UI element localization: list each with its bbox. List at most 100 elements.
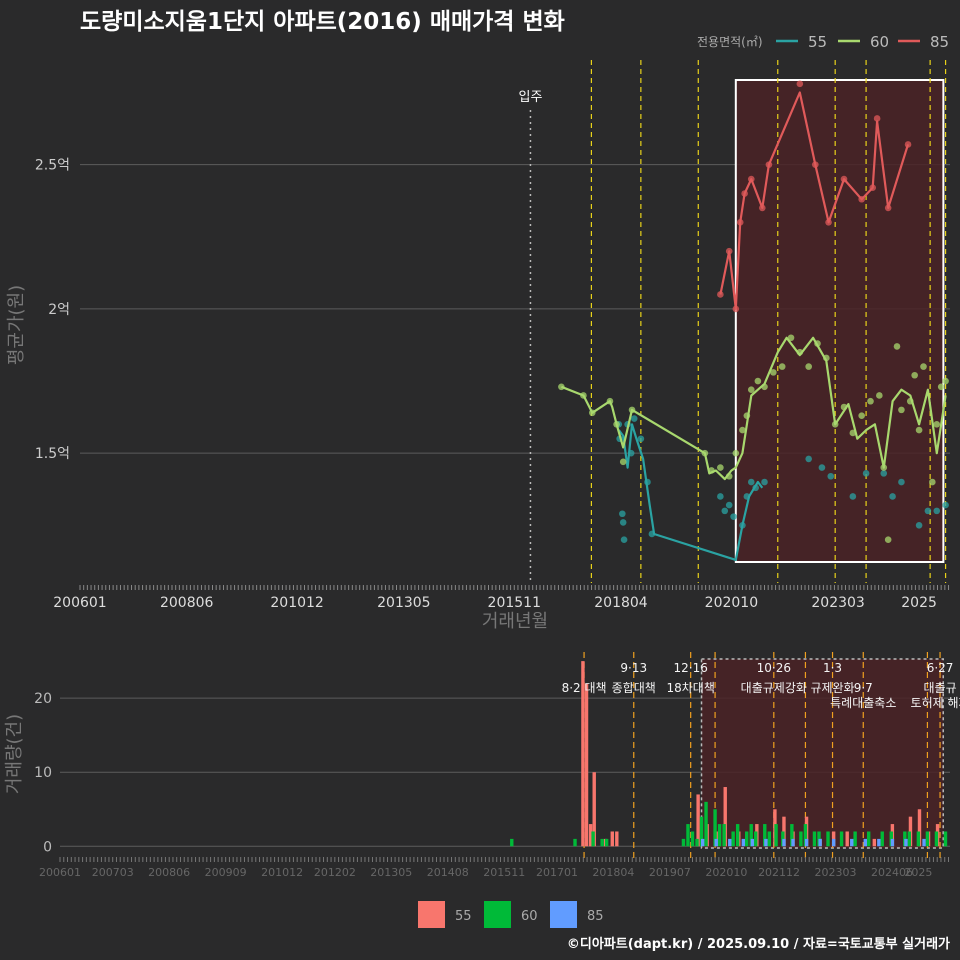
volume-bar-55 (615, 831, 619, 847)
price-point-55 (880, 470, 888, 477)
volume-bar-85 (904, 838, 908, 847)
volume-bar-60 (749, 824, 753, 847)
volume-bar-55 (610, 831, 614, 847)
volume-bar-60 (745, 831, 749, 847)
volume-x-tick-label: 202010 (705, 866, 747, 879)
volume-bar-60 (695, 838, 699, 847)
volume-bar-60 (934, 831, 939, 847)
price-point-60 (876, 392, 883, 399)
volume-bar-85 (863, 838, 868, 847)
volume-bar-55 (584, 683, 589, 847)
volume-x-tick-label: 200601 (39, 866, 81, 879)
volume-bar-55 (588, 824, 593, 847)
price-x-tick-label: 200601 (53, 595, 106, 611)
volume-bar-85 (741, 838, 746, 847)
price-line-60 (560, 336, 947, 481)
volume-bar-55 (917, 809, 922, 847)
price-point-55 (889, 493, 896, 500)
volume-y-tick-label: 0 (43, 839, 52, 855)
policy-annotation: 12·16 (674, 661, 708, 675)
volume-bar-85 (782, 838, 786, 847)
volume-bar-60 (925, 831, 930, 847)
bar-legend-label-55: 55 (455, 909, 472, 924)
bar-legend-swatch-85 (550, 901, 577, 928)
price-x-tick-label: 201804 (594, 595, 648, 611)
policy-annotation: 9·7 (854, 681, 873, 695)
volume-bar-60 (907, 831, 912, 847)
volume-bar-60 (735, 824, 740, 847)
volume-bar-85 (750, 838, 755, 847)
volume-x-tick-label: 201408 (427, 866, 469, 879)
volume-bar-85 (764, 838, 768, 847)
price-point-60 (619, 458, 627, 466)
volume-bar-60 (681, 838, 686, 847)
volume-y-tick-label: 10 (34, 765, 52, 781)
bar-legend-swatch-55 (418, 901, 445, 928)
volume-x-tick-label: 200909 (205, 866, 247, 879)
price-point-60 (787, 334, 795, 342)
legend-label-55: 55 (808, 33, 827, 51)
volume-bar-55 (872, 838, 877, 847)
volume-x-tick-label: 201511 (483, 866, 525, 879)
bar-legend-label-60: 60 (521, 909, 538, 924)
volume-bar-60 (826, 831, 830, 847)
policy-annotation: 토허제 해제 (911, 696, 960, 710)
price-x-tick-label: 202303 (811, 595, 864, 611)
chart-title: 도량미소지움1단지 아파트(2016) 매매가격 변화 (80, 9, 565, 35)
price-point-60 (778, 363, 786, 370)
price-point-55 (942, 501, 949, 509)
volume-highlight-region (700, 658, 944, 849)
price-x-tick-label: 201305 (377, 595, 430, 611)
policy-annotation: 10·26 (757, 661, 791, 675)
volume-bar-55 (592, 772, 596, 847)
policy-annotation: 1·3 (823, 661, 842, 675)
price-point-60 (937, 383, 945, 391)
volume-bar-60 (699, 816, 704, 847)
price-point-60 (933, 421, 941, 428)
volume-bar-55 (723, 787, 727, 847)
volume-x-tick-label: 2025 (904, 866, 932, 879)
volume-bar-60 (754, 831, 758, 847)
price-line-85 (719, 91, 910, 310)
price-x-axis-label: 거래년월 (482, 611, 548, 632)
volume-x-tick-label: 200703 (92, 866, 134, 879)
price-point-55 (721, 507, 729, 515)
price-point-60 (915, 426, 923, 434)
volume-x-tick-label: 202406 (871, 866, 913, 879)
volume-bar-85 (877, 838, 881, 847)
volume-bar-60 (510, 838, 514, 847)
highlight-region (734, 79, 945, 563)
volume-bar-60 (686, 824, 690, 847)
volume-bar-60 (943, 831, 948, 847)
price-point-60 (929, 478, 936, 486)
volume-bar-60 (717, 824, 722, 847)
volume-bar-85 (850, 838, 854, 847)
price-point-55 (898, 478, 905, 486)
volume-bar-60 (713, 809, 717, 847)
volume-bar-55 (845, 831, 849, 847)
volume-bar-60 (704, 801, 708, 847)
legend-label-85: 85 (930, 33, 949, 51)
price-x-tick-label: 2025 (901, 595, 937, 611)
legend-title: 전용면적(㎡) (697, 35, 763, 49)
volume-x-tick-label: 201804 (592, 866, 634, 879)
price-point-60 (942, 377, 949, 385)
volume-x-tick-label: 201907 (649, 866, 691, 879)
policy-annotation: 대출규제강화 (741, 681, 807, 695)
volume-bar-60 (916, 831, 921, 847)
volume-x-tick-label: 201202 (314, 866, 356, 879)
price-point-60 (732, 449, 740, 457)
price-point-60 (898, 406, 905, 414)
volume-bar-60 (880, 831, 884, 847)
policy-annotation: 대출규 (923, 681, 956, 695)
price-x-tick-label: 201012 (270, 595, 323, 611)
price-point-55 (717, 493, 724, 500)
price-point-60 (747, 386, 755, 393)
volume-bar-60 (774, 824, 778, 847)
price-point-60 (754, 377, 762, 385)
volume-x-tick-label: 200806 (148, 866, 190, 879)
volume-bar-60 (767, 831, 771, 847)
policy-annotation: 9·13 (620, 661, 647, 675)
price-point-60 (858, 412, 865, 419)
price-point-60 (884, 536, 892, 544)
